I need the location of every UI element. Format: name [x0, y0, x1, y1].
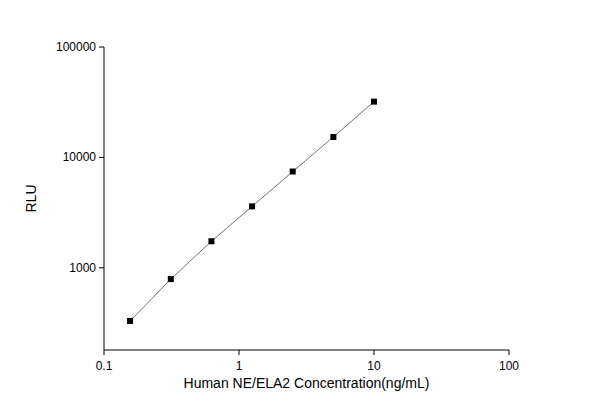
x-tick-label: 10	[367, 359, 381, 373]
x-tick	[239, 350, 240, 355]
marker	[249, 203, 255, 209]
x-tick	[104, 350, 105, 355]
y-axis	[104, 47, 105, 350]
y-tick	[99, 47, 104, 48]
marker	[168, 276, 174, 282]
chart: 0.1 1 10 100 1000 10000 100000 Human NE/ELA2 Co…	[0, 0, 590, 414]
y-tick-label: 1000	[69, 261, 96, 275]
y-axis-label: RLU	[23, 184, 39, 212]
chart-container: 0.1 1 10 100 1000 10000 100000 Human NE/ELA2 Co…	[0, 0, 590, 414]
x-tick	[509, 350, 510, 355]
marker	[290, 169, 296, 175]
y-tick	[99, 267, 104, 268]
marker	[330, 134, 336, 140]
marker	[127, 318, 133, 324]
plot-area	[127, 99, 377, 324]
x-tick-label: 100	[499, 359, 519, 373]
marker	[371, 99, 377, 105]
x-tick-label: 1	[236, 359, 243, 373]
x-tick-label: 0.1	[96, 359, 113, 373]
x-tick	[374, 350, 375, 355]
series-line	[130, 102, 374, 321]
y-tick-label: 100000	[56, 40, 96, 54]
y-tick-label: 10000	[63, 150, 97, 164]
x-axis	[104, 350, 509, 351]
x-axis-label: Human NE/ELA2 Concentration(ng/mL)	[184, 375, 430, 391]
y-tick	[99, 157, 104, 158]
marker	[208, 238, 214, 244]
